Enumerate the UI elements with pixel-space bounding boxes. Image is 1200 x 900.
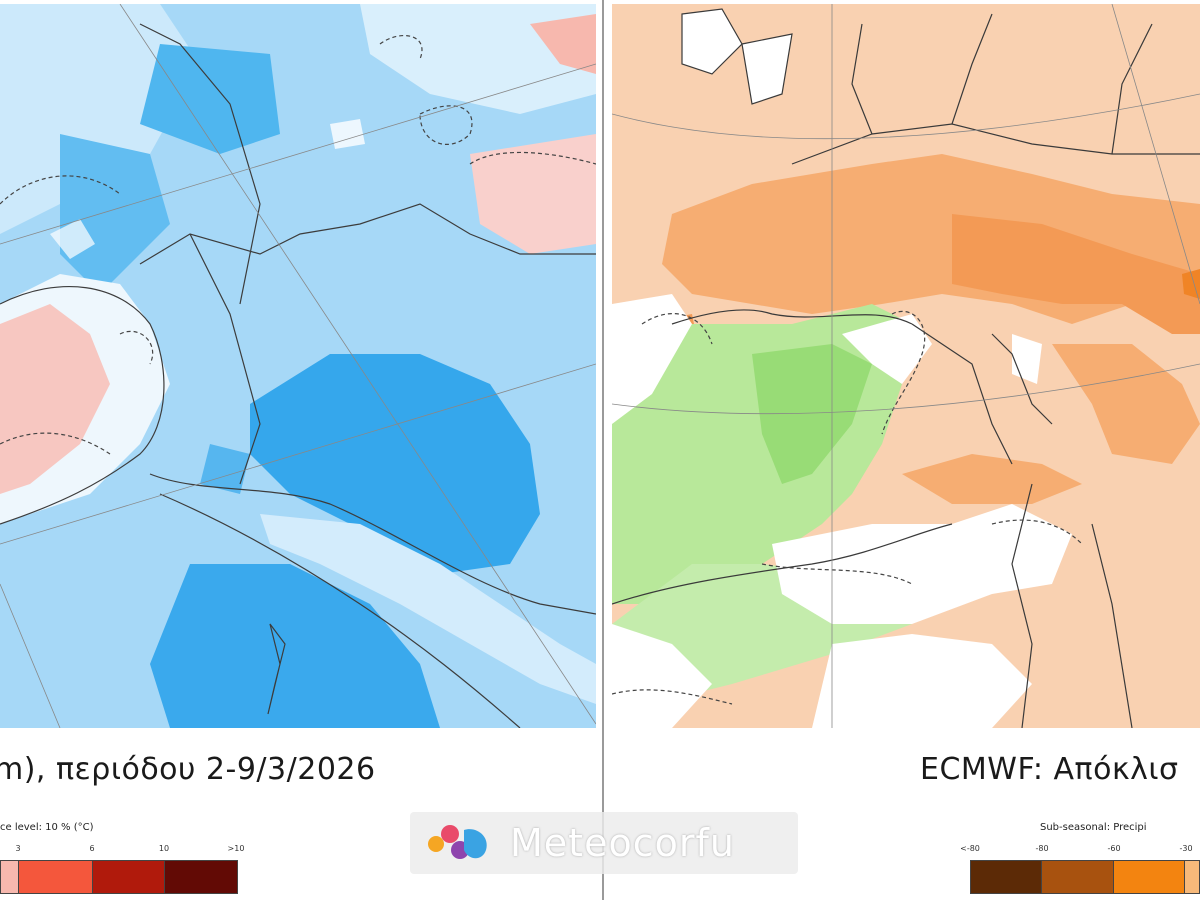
legend-tick: 3 [15, 844, 21, 853]
color-scale-bar [970, 860, 1200, 894]
color-swatch [165, 861, 237, 893]
color-swatch [1113, 861, 1186, 893]
legend-tick: 10 [158, 844, 170, 853]
color-swatch [1, 861, 19, 893]
watermark-text: Meteocorfu [510, 821, 735, 865]
legend-tick: >10 [227, 844, 245, 853]
color-swatch [971, 861, 1043, 893]
left-map-panel: m), περιόδου 2-9/3/2026 ce level: 10 % (… [0, 4, 596, 894]
legend-tick: -80 [1035, 844, 1049, 853]
legend-tick: -60 [1107, 844, 1121, 853]
map-title: m), περιόδου 2-9/3/2026 [0, 752, 376, 787]
temperature-map-graphic [0, 4, 596, 728]
legend-tick: -30 [1179, 844, 1193, 853]
color-swatch [1185, 861, 1199, 893]
legend-caption: ce level: 10 % (°C) [0, 822, 94, 833]
color-swatch [1042, 861, 1114, 893]
panel-divider [602, 0, 604, 900]
precipitation-anomaly-map [612, 4, 1200, 728]
legend-caption: Sub-seasonal: Precipi [1040, 822, 1147, 833]
legend-tick: 6 [89, 844, 95, 853]
right-map-panel: ECMWF: Απόκλισ Sub-seasonal: Precipi <-8… [604, 0, 1200, 900]
watermark: Meteocorfu [410, 812, 798, 874]
meteocorfu-logo-icon [428, 825, 487, 859]
temperature-anomaly-map [0, 4, 596, 728]
map-title: ECMWF: Απόκλισ [920, 752, 1179, 787]
precipitation-map-graphic [612, 4, 1200, 728]
color-swatch [19, 861, 93, 893]
legend-tick: <-80 [960, 844, 980, 853]
color-scale-bar [0, 860, 238, 894]
color-swatch [93, 861, 165, 893]
